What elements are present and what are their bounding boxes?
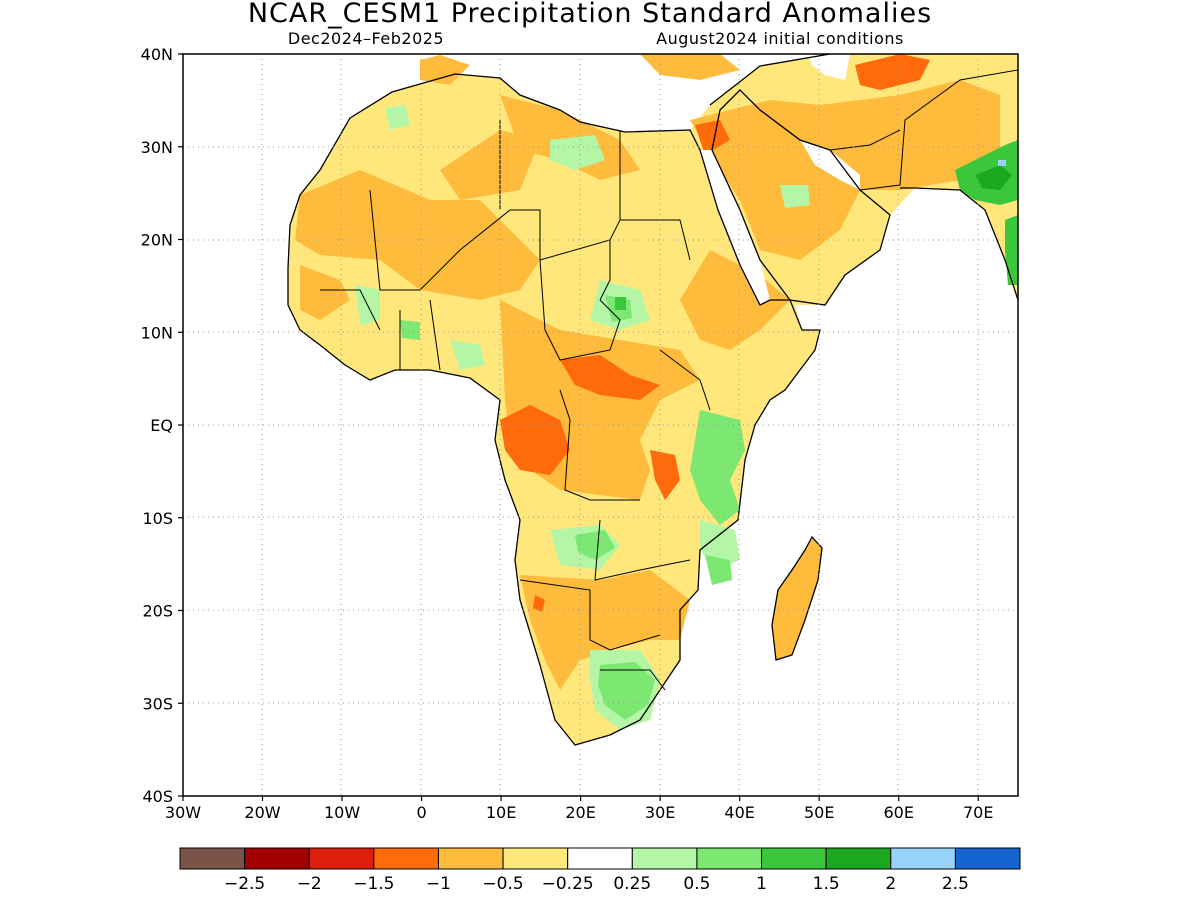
colorbar-tick-label: −0.5	[482, 874, 523, 894]
colorbar-tick-label: 0.25	[613, 874, 651, 894]
colorbar-swatch	[954, 847, 1021, 870]
anomaly-regions-strong-wet	[615, 140, 1018, 310]
colorbar-swatch	[567, 847, 633, 870]
x-tick-label: 60E	[883, 803, 913, 822]
colorbar-swatch	[308, 847, 375, 870]
x-tick-label: 20E	[565, 803, 595, 822]
colorbar-swatch	[179, 847, 246, 870]
y-tick-label: 10N	[141, 323, 173, 342]
colorbar-tick-label: 0.5	[683, 874, 710, 894]
madagascar-landmass	[772, 537, 822, 660]
colorbar: −2.5 −2 −1.5 −1 −0.5 −0.25 0.25 0.5 1 1.5 2 2.5	[179, 847, 1021, 894]
colorbar-tick-label: −1.5	[353, 874, 394, 894]
chart-subtitle-season: Dec2024–Feb2025	[288, 29, 444, 48]
chart-subtitle-initial-conditions: August2024 initial conditions	[656, 29, 904, 48]
colorbar-swatch	[890, 847, 956, 870]
colorbar-swatch	[502, 847, 569, 870]
colorbar-swatch	[631, 847, 698, 870]
x-tick-label: 30W	[165, 803, 201, 822]
mediterranean-sea	[480, 54, 640, 110]
colorbar-tick-label: 2	[885, 874, 896, 894]
colorbar-tick-label: −1	[426, 874, 451, 894]
persian-gulf	[800, 140, 860, 190]
colorbar-swatch	[761, 847, 827, 870]
caspian-sea	[808, 54, 850, 80]
colorbar-tick-label: −0.25	[542, 874, 594, 894]
chart-title: NCAR_CESM1 Precipitation Standard Anomal…	[248, 0, 932, 29]
axes: 30W 20W 10W 0 10E 20E 30E 40E 50E 60E 70E 40S 30S 20S…	[141, 45, 994, 822]
y-tick-label: EQ	[150, 416, 173, 435]
map-content	[183, 54, 1018, 796]
x-tick-label: 20W	[244, 803, 280, 822]
colorbar-swatch	[696, 847, 763, 870]
colorbar-swatch	[244, 847, 310, 870]
x-tick-label: 30E	[645, 803, 675, 822]
colorbar-tick-label: −2.5	[224, 874, 265, 894]
colorbar-swatch	[373, 847, 439, 870]
country-borders	[320, 69, 1018, 691]
x-tick-label: 0	[416, 803, 426, 822]
red-sea	[700, 150, 770, 305]
coastlines	[287, 54, 1018, 746]
y-tick-label: 20S	[142, 602, 173, 621]
colorbar-swatch	[437, 847, 504, 870]
x-tick-label: 10E	[486, 803, 516, 822]
colorbar-swatch	[825, 847, 892, 870]
y-tick-label: 40S	[142, 787, 173, 806]
x-tick-label: 50E	[804, 803, 834, 822]
colorbar-tick-label: 1.5	[813, 874, 840, 894]
y-tick-label: 10S	[142, 509, 173, 528]
x-tick-label: 10W	[324, 803, 360, 822]
y-tick-label: 40N	[141, 45, 173, 64]
y-tick-label: 20N	[141, 231, 173, 250]
y-tick-label: 30S	[142, 694, 173, 713]
x-tick-label: 70E	[963, 803, 993, 822]
anomaly-regions-strong-dry	[500, 54, 930, 612]
x-tick-label: 40E	[724, 803, 754, 822]
anomaly-regions-wet	[400, 295, 745, 720]
y-tick-label: 30N	[141, 138, 173, 157]
colorbar-tick-label: −2	[297, 874, 322, 894]
colorbar-tick-label: 1	[756, 874, 767, 894]
colorbar-tick-label: 2.5	[942, 874, 969, 894]
grid-lines	[183, 54, 1018, 796]
